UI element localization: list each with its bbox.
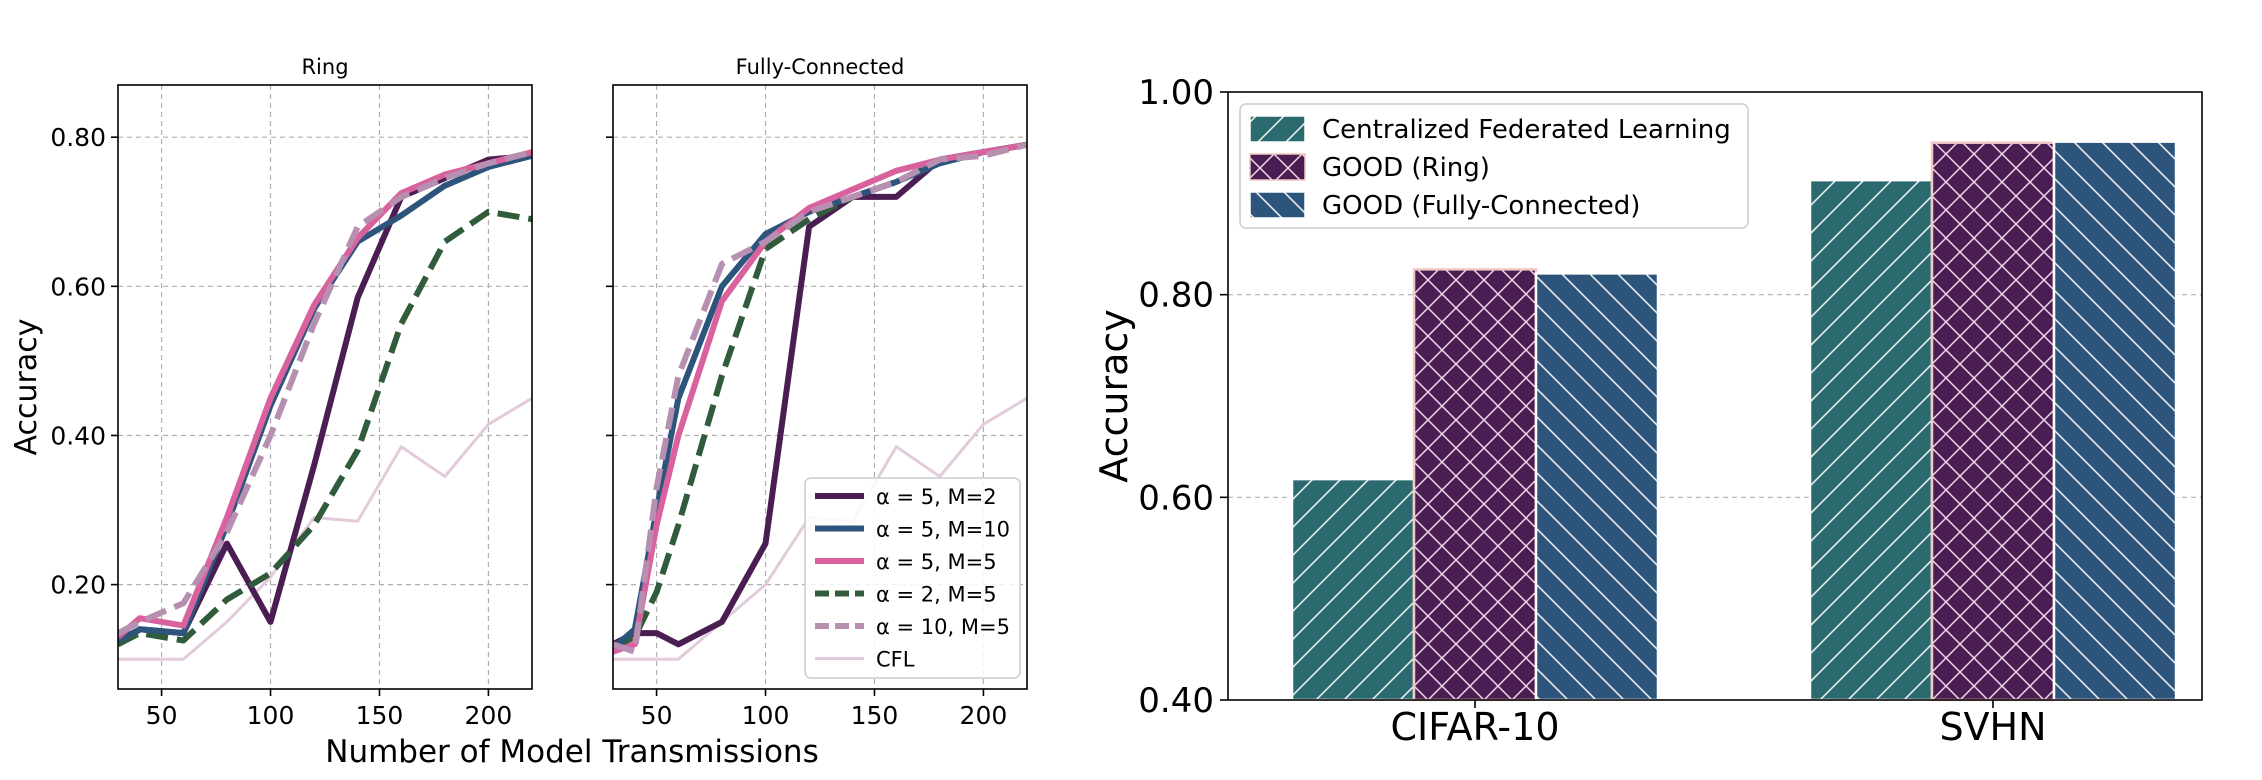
ring-ytick-label: 0.60 bbox=[50, 272, 106, 301]
ring-ytick-label: 0.80 bbox=[50, 123, 106, 152]
bar-svhn-good-ring bbox=[1930, 141, 2056, 702]
bar-legend-label-good-ring: GOOD (Ring) bbox=[1322, 153, 1490, 183]
ring-line-alpha-10-m-5 bbox=[118, 149, 532, 636]
ring-line-alpha-5-m-2 bbox=[118, 152, 532, 647]
ring-line-cfl bbox=[118, 396, 532, 661]
bar-category-label-cifar-10: CIFAR-10 bbox=[1390, 705, 1559, 749]
bar-cifar-10-centralized-federated-learning bbox=[1290, 477, 1416, 702]
x-axis-label: Number of Model Transmissions bbox=[325, 734, 818, 770]
ring-ytick-label: 0.40 bbox=[50, 421, 106, 450]
bar-legend-swatch-good-fully-connected bbox=[1249, 191, 1306, 219]
ring-line-alpha-5-m-10 bbox=[118, 152, 532, 644]
bar-ytick-label: 1.00 bbox=[1138, 73, 1214, 113]
legend-label-alpha-5-m-2: α = 5, M=2 bbox=[876, 485, 997, 509]
bar-cifar-10-good-ring bbox=[1412, 268, 1538, 702]
ring-y-axis-label: Accuracy bbox=[9, 319, 44, 456]
ring-xtick-label: 150 bbox=[356, 701, 404, 730]
bar-ytick-label: 0.80 bbox=[1138, 276, 1214, 316]
bar-y-axis-label: Accuracy bbox=[1092, 309, 1136, 483]
bar-rects bbox=[1290, 140, 2178, 702]
legend-label-alpha-5-m-5: α = 5, M=5 bbox=[876, 550, 997, 574]
ring-xtick-label: 100 bbox=[247, 701, 295, 730]
bar-ticks: 0.40 0.60 0.80 1.00 CIFAR-10 SVHN bbox=[1138, 73, 2046, 749]
fc-xtick-label: 200 bbox=[960, 701, 1008, 730]
bar-category-label-svhn: SVHN bbox=[1939, 705, 2046, 749]
ring-line-chart: 50 100 150 200 0.20 0.40 0.60 0.80 Ring Accurac… bbox=[9, 55, 819, 770]
ring-ticks: 50 100 150 200 0.20 0.40 0.60 0.80 bbox=[50, 123, 512, 730]
bar-ytick-label: 0.40 bbox=[1138, 681, 1214, 721]
bar-legend-swatch-good-ring bbox=[1249, 153, 1306, 181]
legend-label-alpha-10-m-5: α = 10, M=5 bbox=[876, 615, 1010, 639]
bar-legend-label-centralized-federated-learning: Centralized Federated Learning bbox=[1322, 115, 1731, 145]
fc-xtick-label: 100 bbox=[742, 701, 790, 730]
legend-label-cfl: CFL bbox=[876, 648, 915, 672]
legend-label-alpha-2-m-5: α = 2, M=5 bbox=[876, 583, 997, 607]
ring-line-alpha-5-m-5 bbox=[118, 149, 532, 640]
bar-legend-box bbox=[1239, 103, 1749, 229]
bar-legend-label-good-fully-connected: GOOD (Fully-Connected) bbox=[1322, 191, 1640, 221]
bar-legend-swatch-centralized-federated-learning bbox=[1249, 115, 1306, 143]
ring-xtick-label: 50 bbox=[146, 701, 178, 730]
bar-legend: Centralized Federated Learning GOOD (Ring… bbox=[1239, 103, 1749, 229]
fully-connected-line-chart: 50 100 150 200 Fully-Connected α = 5, M=2α … bbox=[606, 55, 1028, 730]
fc-plot-frame bbox=[612, 84, 1028, 690]
ring-xtick-label: 200 bbox=[465, 701, 513, 730]
bar-svhn-good-fully-connected bbox=[2052, 140, 2178, 702]
fc-ticks: 50 100 150 200 bbox=[606, 136, 1008, 730]
bar-ytick-label: 0.60 bbox=[1138, 478, 1214, 518]
bar-plot-frame bbox=[1227, 91, 2203, 701]
fc-xtick-label: 150 bbox=[851, 701, 899, 730]
bar-svhn-centralized-federated-learning bbox=[1808, 178, 1934, 702]
ring-line-alpha-2-m-5 bbox=[118, 208, 532, 647]
ring-series-lines bbox=[118, 149, 532, 661]
ring-title: Ring bbox=[301, 55, 348, 79]
ring-plot-frame bbox=[117, 84, 533, 690]
legend-label-alpha-5-m-10: α = 5, M=10 bbox=[876, 518, 1010, 542]
fc-title: Fully-Connected bbox=[736, 55, 905, 79]
bar-chart: 0.40 0.60 0.80 1.00 CIFAR-10 SVHN Accuracy Ce… bbox=[1092, 73, 2203, 749]
fc-xtick-label: 50 bbox=[641, 701, 673, 730]
line-legend: α = 5, M=2 α = 5, M=10 α = 5, M=5 α = 2, M=… bbox=[804, 477, 1021, 679]
bar-cifar-10-good-fully-connected bbox=[1534, 272, 1660, 702]
fc-line-alpha-10-m-5 bbox=[613, 141, 1027, 655]
ring-ytick-label: 0.20 bbox=[50, 571, 106, 600]
